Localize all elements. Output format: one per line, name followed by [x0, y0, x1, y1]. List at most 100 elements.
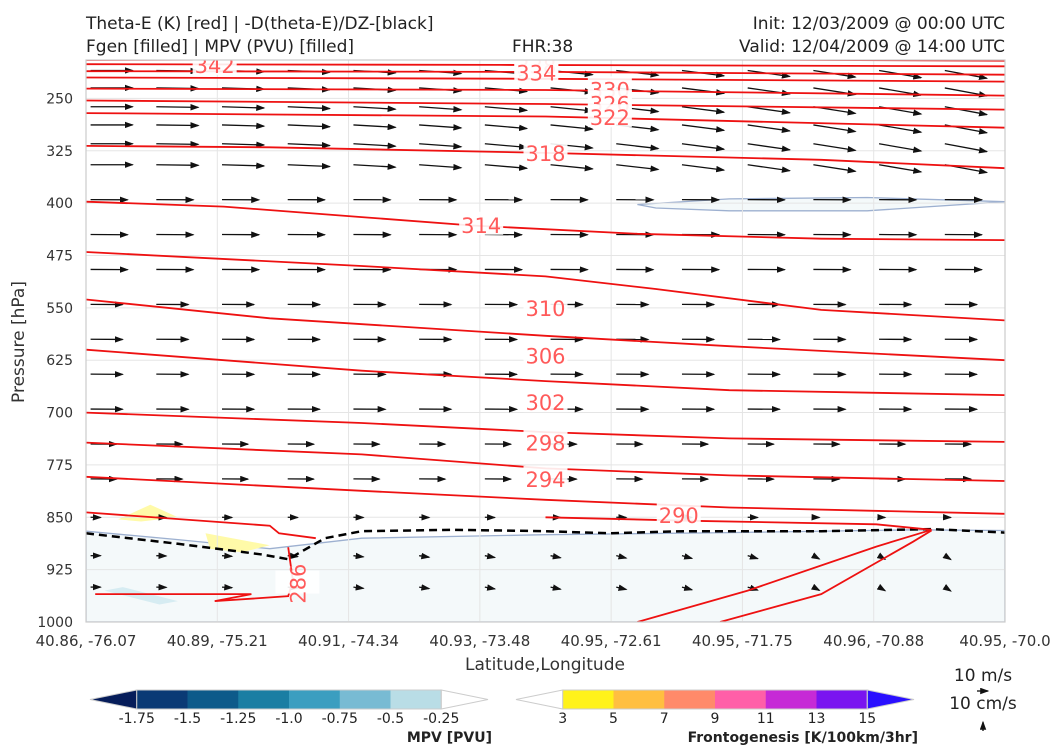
- wind-arrow: [156, 141, 200, 148]
- y-tick-label: 550: [46, 301, 73, 317]
- wind-arrow: [287, 162, 332, 170]
- wind-arrow: [484, 584, 497, 591]
- x-tick-label: 40.95, -72.61: [561, 632, 662, 650]
- wind-arrow: [221, 104, 266, 112]
- wind-arrow: [878, 164, 923, 174]
- y-tick-label: 625: [46, 353, 73, 369]
- wind-reference: 10 m/s 10 cm/s: [949, 666, 1017, 731]
- mpv-colorbar-tick: -1.25: [220, 711, 256, 727]
- mpv-colorbar-swatch: [289, 690, 341, 709]
- contour-label-bg: [523, 342, 568, 366]
- wind-arrow: [287, 141, 332, 149]
- wind-arrow: [550, 584, 562, 591]
- wind-arrow: [353, 163, 397, 170]
- contour-label: 302: [525, 391, 565, 415]
- contour-label: 310: [525, 297, 565, 321]
- wind-arrow: [419, 124, 463, 131]
- mpv-colorbar-swatch: [187, 690, 239, 709]
- wind-arrow: [156, 122, 200, 129]
- contour-label: 322: [590, 106, 630, 130]
- contour-label: 306: [525, 344, 565, 368]
- wind-arrow: [681, 143, 726, 152]
- wind-arrow: [221, 141, 266, 149]
- contour-label: 294: [525, 468, 565, 492]
- fgen-colorbar-swatch: [515, 689, 564, 710]
- wind-arrow: [616, 164, 660, 172]
- wind-arrow: [221, 122, 266, 130]
- theta-e-contour: [86, 99, 1005, 111]
- theta-e-contour: [86, 298, 1005, 362]
- wind-arrow: [878, 143, 923, 153]
- wind-arrow: [484, 106, 529, 113]
- wind-arrow: [550, 124, 594, 132]
- wind-arrow: [681, 584, 694, 591]
- wind-arrow: [747, 553, 759, 560]
- mpv-colorbar-tick: -1.75: [119, 711, 155, 727]
- fgen-colorbar-swatch: [866, 689, 915, 710]
- valid-time: Valid: 12/04/2009 @ 14:00 UTC: [739, 37, 1005, 57]
- wind-arrow: [813, 143, 857, 153]
- title-line2: Fgen [filled] | MPV (PVU) [filled]: [86, 37, 355, 57]
- theta-e-contour: [86, 348, 1005, 396]
- contour-label: 298: [525, 432, 565, 456]
- wind-arrow: [156, 161, 200, 169]
- fgen-colorbar-swatch: [765, 690, 817, 709]
- wind-arrow: [681, 553, 694, 560]
- fgen-colorbar-swatch: [816, 690, 868, 709]
- fgen-colorbar-tick: 13: [808, 711, 826, 727]
- fgen-colorbar-tick: 3: [558, 711, 567, 727]
- y-tick-label: 700: [46, 406, 73, 422]
- mpv-colorbar-swatch: [390, 690, 442, 709]
- wind-arrow: [353, 552, 365, 560]
- fgen-colorbar-tick: 5: [609, 711, 618, 727]
- wind-arrow: [944, 106, 989, 117]
- wind-arrow: [616, 143, 660, 151]
- contour-label: 286: [286, 564, 310, 604]
- wind-arrow: [353, 142, 397, 149]
- x-tick-label: 40.91, -74.34: [298, 632, 399, 650]
- y-tick-label: 325: [46, 144, 73, 160]
- y-tick-label: 475: [46, 248, 73, 264]
- fgen-colorbar-swatch: [715, 690, 767, 709]
- fgen-colorbar-label: Frontogenesis [K/100km/3hr]: [688, 730, 918, 746]
- x-tick-label: 40.93, -73.48: [429, 632, 530, 650]
- fgen-colorbar-swatch: [562, 690, 614, 709]
- fhr-label: FHR:38: [512, 37, 574, 57]
- plot-frame: [85, 59, 1006, 623]
- theta-e-contour: [719, 529, 932, 622]
- wind-arrow: [747, 143, 791, 152]
- wind-arrow: [813, 124, 857, 134]
- fgen-colorbar-swatch: [664, 690, 716, 709]
- wind-arrow: [287, 123, 332, 130]
- y-tick-label: 775: [46, 458, 73, 474]
- mpv-colorbar-swatch: [440, 689, 489, 710]
- wind-arrow: [942, 584, 952, 592]
- wind-arrow: [550, 164, 594, 172]
- mpv-shaded-region-small: [104, 587, 178, 605]
- wind-ref-w-label: 10 cm/s: [949, 694, 1017, 714]
- fgen-patch-2: [205, 533, 270, 553]
- contour-label-bg: [275, 570, 320, 594]
- wind-arrow: [221, 162, 266, 169]
- x-tick-label: 40.95, -71.75: [692, 632, 793, 650]
- contour-label: 334: [516, 62, 556, 86]
- y-tick-label: 850: [46, 510, 73, 526]
- wind-arrow: [484, 164, 529, 171]
- wind-arrow: [813, 164, 857, 174]
- y-tick-label: 250: [46, 91, 73, 107]
- wind-arrow: [156, 104, 200, 111]
- init-time: Init: 12/03/2009 @ 00:00 UTC: [752, 14, 1005, 34]
- wind-arrow: [221, 583, 234, 591]
- wind-arrow: [353, 105, 397, 112]
- x-tick-label: 40.89, -75.21: [167, 632, 268, 650]
- mpv-colorbar-label: MPV [PVU]: [407, 730, 492, 746]
- mpv-colorbar-tick: -1.0: [275, 711, 302, 727]
- contour-label-bg: [523, 429, 568, 453]
- fgen-colorbar-tick: 7: [660, 711, 669, 727]
- contour-label-bg: [656, 502, 701, 526]
- wind-arrow: [616, 584, 628, 591]
- mpv-colorbar-swatch: [238, 690, 290, 709]
- mpv-colorbar-swatch: [89, 689, 138, 710]
- y-tick-label: 925: [46, 563, 73, 579]
- wind-arrow: [747, 164, 791, 173]
